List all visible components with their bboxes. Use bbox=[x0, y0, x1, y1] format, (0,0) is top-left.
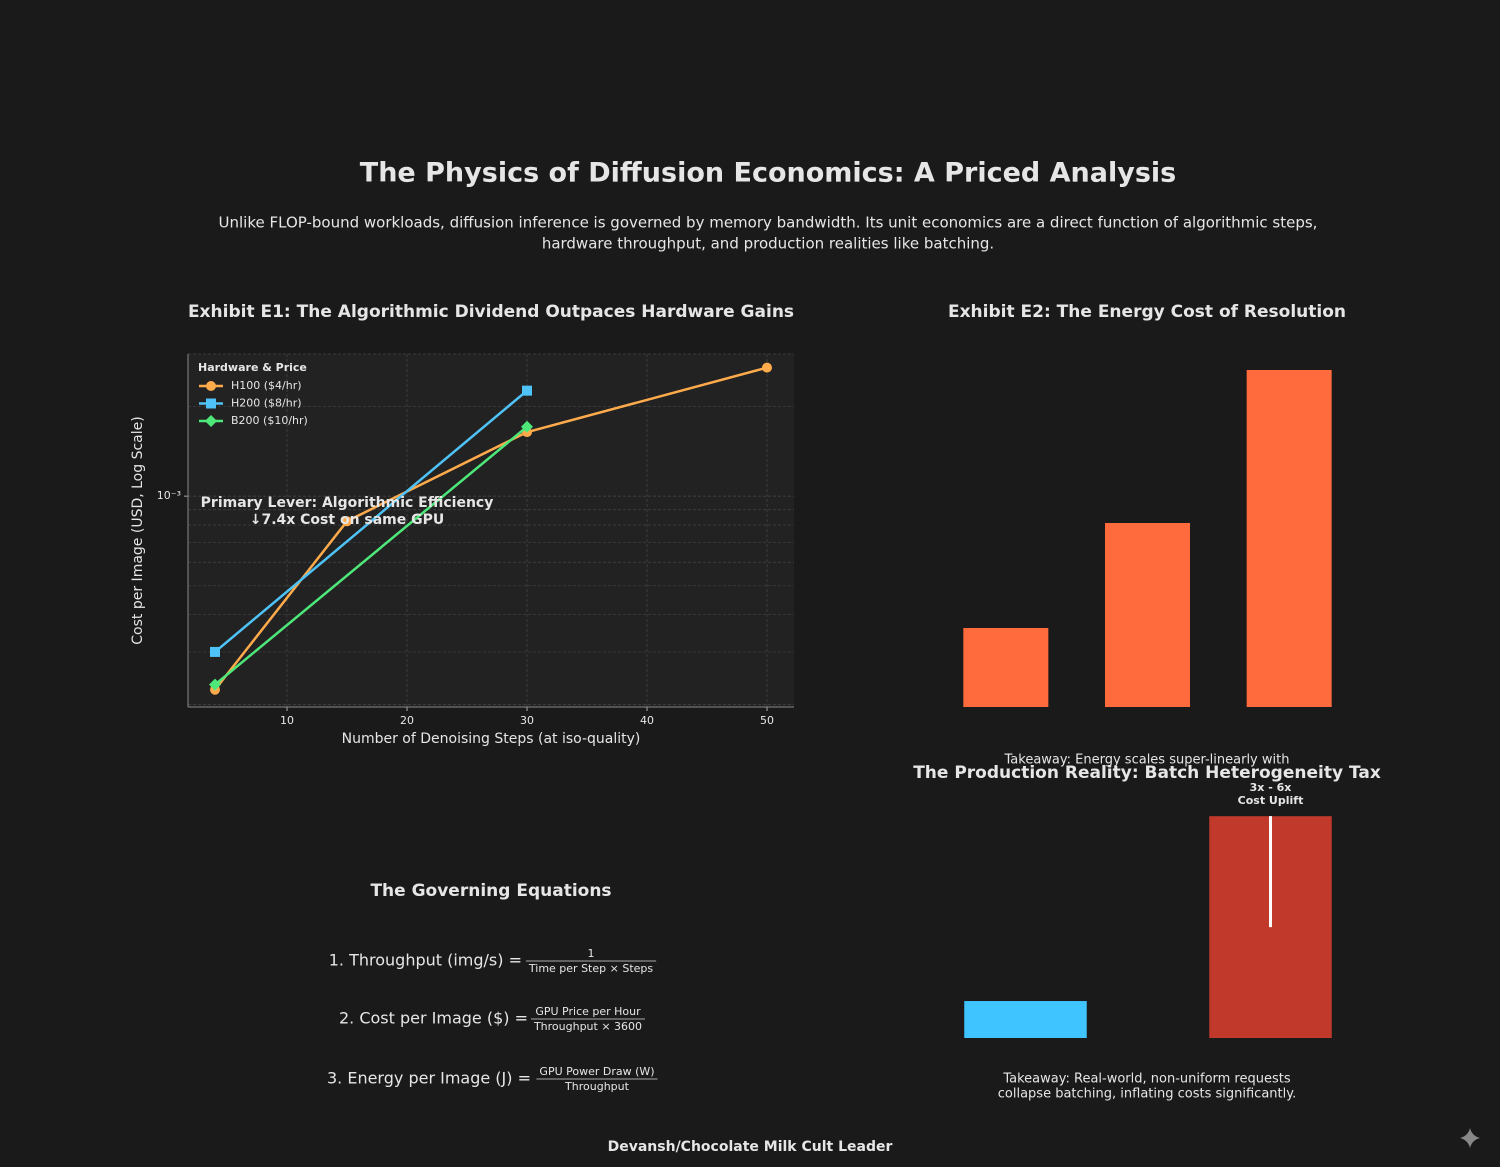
annotation: 3x - 6x bbox=[1250, 781, 1292, 794]
x-tick-label: 50 bbox=[760, 714, 774, 727]
equation-lhs: 2. Cost per Image ($) = bbox=[339, 1009, 528, 1028]
subtitle: hardware throughput, and production real… bbox=[542, 235, 994, 253]
marker bbox=[209, 678, 221, 691]
y-tick-label: 10⁻³ bbox=[157, 489, 181, 502]
equation-numerator: GPU Price per Hour bbox=[535, 1005, 641, 1018]
line bbox=[214, 389, 528, 653]
footer: Devansh/Chocolate Milk Cult Leader bbox=[608, 1139, 893, 1155]
equation-lhs: 1. Throughput (img/s) = bbox=[329, 951, 522, 970]
annotation: ↓7.4x Cost on same GPU bbox=[250, 512, 445, 528]
x-tick-label: 20 bbox=[400, 714, 414, 727]
y-axis-label: Cost per Image (USD, Log Scale) bbox=[130, 416, 146, 644]
marker bbox=[522, 385, 532, 396]
x-tick-label: 10 bbox=[280, 714, 294, 727]
marker bbox=[342, 516, 352, 527]
equations-title: The Governing Equations bbox=[370, 881, 611, 901]
page-title: The Physics of Diffusion Economics: A Pr… bbox=[360, 158, 1176, 189]
bar bbox=[1105, 523, 1190, 707]
legend-label: H200 ($8/hr) bbox=[231, 397, 302, 410]
annotation: Primary Lever: Algorithmic Efficiency bbox=[201, 495, 494, 511]
equation-numerator: GPU Power Draw (W) bbox=[539, 1065, 654, 1078]
legend-marker bbox=[206, 398, 216, 409]
legend-title: Hardware & Price bbox=[198, 361, 307, 374]
bar bbox=[1246, 370, 1332, 707]
equation-lhs: 3. Energy per Image (J) = bbox=[327, 1069, 531, 1088]
chart-title: The Production Reality: Batch Heterogene… bbox=[913, 763, 1381, 783]
sparkle-icon bbox=[1460, 1128, 1480, 1148]
chart-title: Exhibit E1: The Algorithmic Dividend Out… bbox=[188, 302, 794, 322]
marker bbox=[521, 420, 533, 433]
legend-label: B200 ($10/hr) bbox=[231, 414, 308, 427]
marker bbox=[762, 362, 772, 373]
x-tick-label: 30 bbox=[520, 714, 534, 727]
legend-marker bbox=[206, 381, 216, 391]
legend-label: H100 ($4/hr) bbox=[231, 379, 302, 392]
bar bbox=[964, 1001, 1087, 1038]
equation-denominator: Time per Step × Steps bbox=[528, 962, 653, 975]
marker bbox=[210, 646, 220, 657]
legend-marker bbox=[205, 415, 217, 427]
takeaway: Takeaway: Real-world, non-uniform reques… bbox=[1002, 1072, 1290, 1087]
equation-denominator: Throughput bbox=[564, 1080, 630, 1093]
line bbox=[214, 366, 768, 691]
takeaway: collapse batching, inflating costs signi… bbox=[998, 1087, 1296, 1102]
subtitle: Unlike FLOP-bound workloads, diffusion i… bbox=[219, 214, 1318, 232]
plot-area bbox=[188, 354, 794, 707]
bar bbox=[963, 628, 1049, 707]
x-tick-label: 40 bbox=[640, 714, 654, 727]
takeaway: Takeaway: Energy scales super-linearly w… bbox=[1004, 753, 1290, 768]
annotation: Cost Uplift bbox=[1238, 794, 1304, 807]
chart-title: Exhibit E2: The Energy Cost of Resolutio… bbox=[948, 302, 1346, 322]
equation-denominator: Throughput × 3600 bbox=[533, 1020, 642, 1033]
x-axis-label: Number of Denoising Steps (at iso-qualit… bbox=[342, 731, 641, 747]
equation-numerator: 1 bbox=[588, 947, 595, 960]
line bbox=[214, 425, 528, 686]
